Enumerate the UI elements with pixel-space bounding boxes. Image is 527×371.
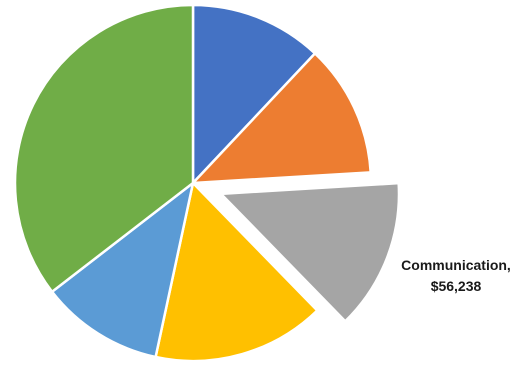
slice-communication: [218, 181, 401, 324]
communication-label-name: Communication,: [401, 257, 511, 273]
slice-orange: [189, 51, 373, 185]
slice-yellow: [154, 180, 320, 363]
communication-label-value: $56,238: [431, 278, 482, 294]
slice-green: [13, 3, 195, 294]
slice-blue: [191, 3, 317, 187]
slice-light-blue: [50, 179, 195, 359]
pie-slices: [13, 3, 401, 363]
pie-data-labels: Communication, $56,238: [401, 257, 511, 294]
